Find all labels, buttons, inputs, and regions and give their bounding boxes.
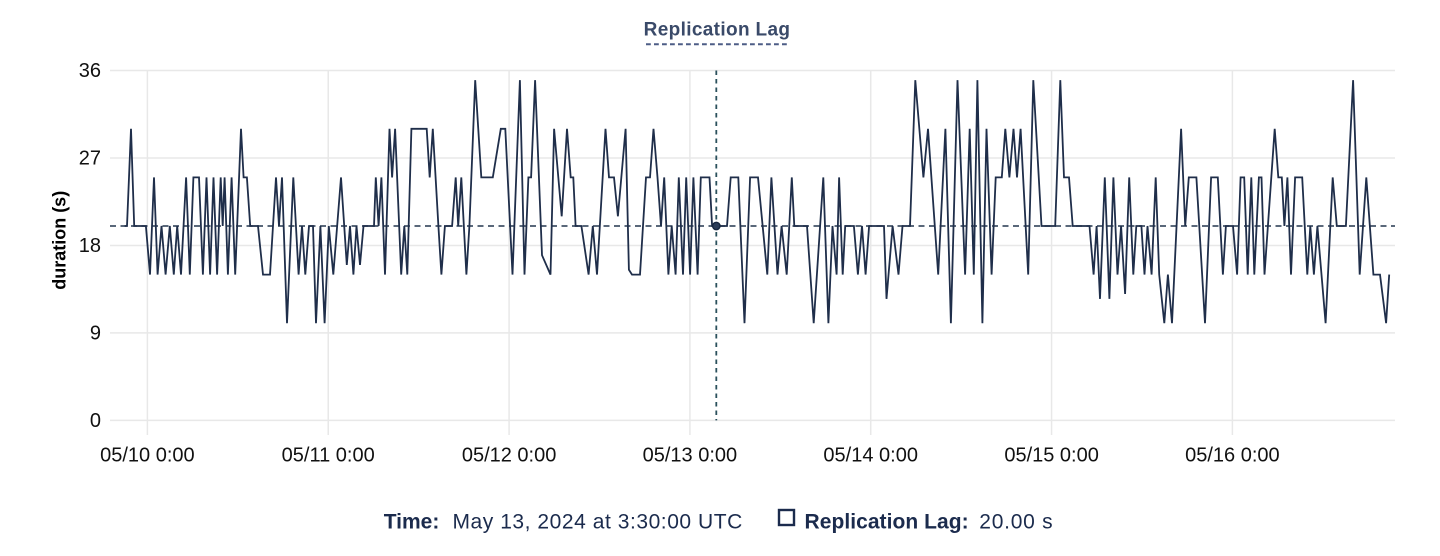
svg-text:20.00 s: 20.00 s — [979, 510, 1053, 533]
svg-text:05/15 0:00: 05/15 0:00 — [1004, 445, 1099, 467]
svg-text:Replication Lag: Replication Lag — [644, 20, 791, 41]
svg-text:0: 0 — [90, 410, 101, 432]
svg-text:05/16 0:00: 05/16 0:00 — [1185, 445, 1280, 467]
svg-text:18: 18 — [79, 235, 101, 257]
svg-text:27: 27 — [79, 148, 101, 170]
svg-text:05/14 0:00: 05/14 0:00 — [823, 445, 918, 467]
svg-text:05/13 0:00: 05/13 0:00 — [643, 445, 738, 467]
svg-text:Time:: Time: — [384, 510, 440, 533]
svg-text:Replication Lag:: Replication Lag: — [805, 510, 969, 533]
svg-text:05/12 0:00: 05/12 0:00 — [462, 445, 557, 467]
svg-text:05/10 0:00: 05/10 0:00 — [100, 445, 195, 467]
svg-text:05/11 0:00: 05/11 0:00 — [282, 445, 375, 467]
svg-text:May 13, 2024 at 3:30:00 UTC: May 13, 2024 at 3:30:00 UTC — [453, 510, 743, 533]
svg-text:duration (s): duration (s) — [50, 191, 70, 290]
svg-text:9: 9 — [90, 322, 101, 344]
svg-text:36: 36 — [79, 60, 101, 82]
